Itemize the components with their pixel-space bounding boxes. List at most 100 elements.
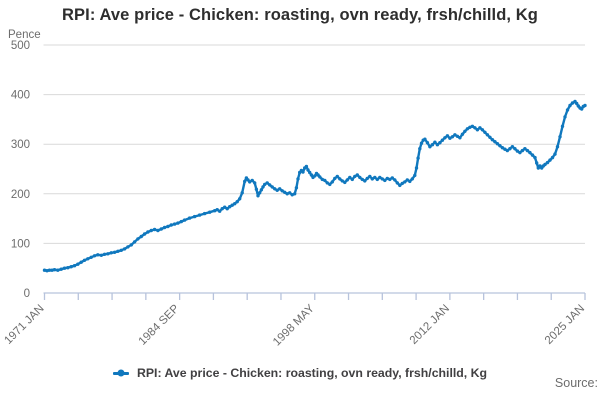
data-point-marker <box>475 128 480 132</box>
y-tick-label: 500 <box>11 40 30 52</box>
data-point-marker <box>308 170 312 175</box>
data-point-marker <box>553 152 557 156</box>
data-point-marker <box>485 133 490 137</box>
data-point-marker <box>435 143 440 147</box>
data-point-marker <box>146 230 150 234</box>
data-point-marker <box>338 177 342 181</box>
data-point-marker <box>122 247 127 251</box>
data-point-marker <box>136 237 140 241</box>
data-point-marker <box>253 181 257 185</box>
data-point-marker <box>256 194 260 198</box>
data-point-marker <box>149 228 153 233</box>
data-point-marker <box>273 187 277 191</box>
legend-label: RPI: Ave price - Chicken: roasting, ovn … <box>136 366 488 380</box>
data-point-marker <box>380 177 384 181</box>
data-point-marker <box>473 126 477 130</box>
data-point-marker <box>433 140 437 144</box>
data-point-marker <box>228 205 232 209</box>
data-point-marker <box>225 207 229 211</box>
data-point-marker <box>355 173 359 177</box>
data-point-marker <box>563 115 567 119</box>
data-point-marker <box>358 175 362 180</box>
data-point-marker <box>520 148 525 153</box>
data-point-marker <box>558 135 562 139</box>
data-point-marker <box>296 177 300 181</box>
data-point-marker <box>240 191 244 195</box>
data-point-marker <box>453 133 457 137</box>
data-point-marker <box>343 180 347 185</box>
data-point-marker <box>263 182 267 187</box>
data-point-marker <box>82 258 87 262</box>
data-point-marker <box>56 268 60 272</box>
data-point-marker <box>72 264 77 268</box>
data-point-marker <box>370 177 374 181</box>
data-point-marker <box>400 181 404 186</box>
data-point-marker <box>583 103 587 108</box>
data-point-marker <box>233 202 237 206</box>
data-point-marker <box>208 210 212 214</box>
data-point-marker <box>450 135 455 139</box>
data-point-marker <box>288 191 292 195</box>
data-point-marker <box>510 145 515 149</box>
data-point-marker <box>480 128 485 132</box>
data-point-marker <box>92 254 97 258</box>
data-point-marker <box>550 155 555 160</box>
legend-item[interactable]: RPI: Ave price - Chicken: roasting, ovn … <box>0 366 600 380</box>
data-point-marker <box>443 136 447 140</box>
data-point-marker <box>363 179 367 183</box>
data-point-marker <box>235 200 239 204</box>
data-point-marker <box>166 224 170 229</box>
data-point-marker <box>545 160 550 165</box>
data-point-marker <box>345 178 349 182</box>
data-point-marker <box>309 173 314 177</box>
data-point-marker <box>169 223 173 227</box>
chart-title: RPI: Ave price - Chicken: roasting, ovn … <box>62 6 538 24</box>
data-point-marker <box>265 181 269 185</box>
data-point-marker <box>423 137 427 141</box>
data-point-marker <box>438 141 442 145</box>
data-point-marker <box>293 192 297 196</box>
data-point-marker <box>360 177 364 182</box>
data-point-marker <box>182 218 187 222</box>
data-point-marker <box>325 181 329 185</box>
data-point-marker <box>333 176 337 181</box>
data-point-marker <box>283 190 287 194</box>
data-point-marker <box>428 145 432 149</box>
data-point-marker <box>353 174 357 179</box>
data-point-marker <box>410 177 414 181</box>
data-point-marker <box>202 211 207 216</box>
data-point-marker <box>388 177 392 182</box>
data-point-marker <box>515 149 520 153</box>
data-point-marker <box>66 266 70 270</box>
legend-line-marker-icon <box>112 369 129 377</box>
data-point-marker <box>129 243 133 247</box>
data-point-marker <box>525 148 530 153</box>
y-tick-label: 400 <box>11 90 30 102</box>
x-tick-label: 1971 JAN <box>2 303 46 347</box>
data-point-marker <box>568 103 572 108</box>
data-point-marker <box>259 188 264 192</box>
data-point-marker <box>172 222 177 226</box>
data-point-marker <box>159 227 163 231</box>
data-point-marker <box>330 180 334 184</box>
data-point-marker <box>86 257 90 261</box>
data-point-marker <box>458 136 462 140</box>
data-point-marker <box>268 183 272 187</box>
x-tick-label: 2025 JAN <box>543 303 587 347</box>
y-tick-label: 300 <box>11 139 30 151</box>
data-point-marker <box>495 142 500 146</box>
data-point-marker <box>318 175 322 179</box>
data-point-marker <box>162 225 167 230</box>
y-axis-unit-label: Pence <box>8 29 41 41</box>
data-point-marker <box>460 132 465 136</box>
y-tick-label: 100 <box>11 238 30 250</box>
data-point-marker <box>335 174 339 179</box>
data-point-marker <box>243 179 247 184</box>
x-tick-label: 2012 JAN <box>408 303 452 347</box>
data-point-marker <box>106 252 110 256</box>
data-point-marker <box>535 161 539 165</box>
data-point-marker <box>445 134 450 138</box>
data-point-marker <box>395 181 399 185</box>
data-point-marker <box>47 268 52 272</box>
